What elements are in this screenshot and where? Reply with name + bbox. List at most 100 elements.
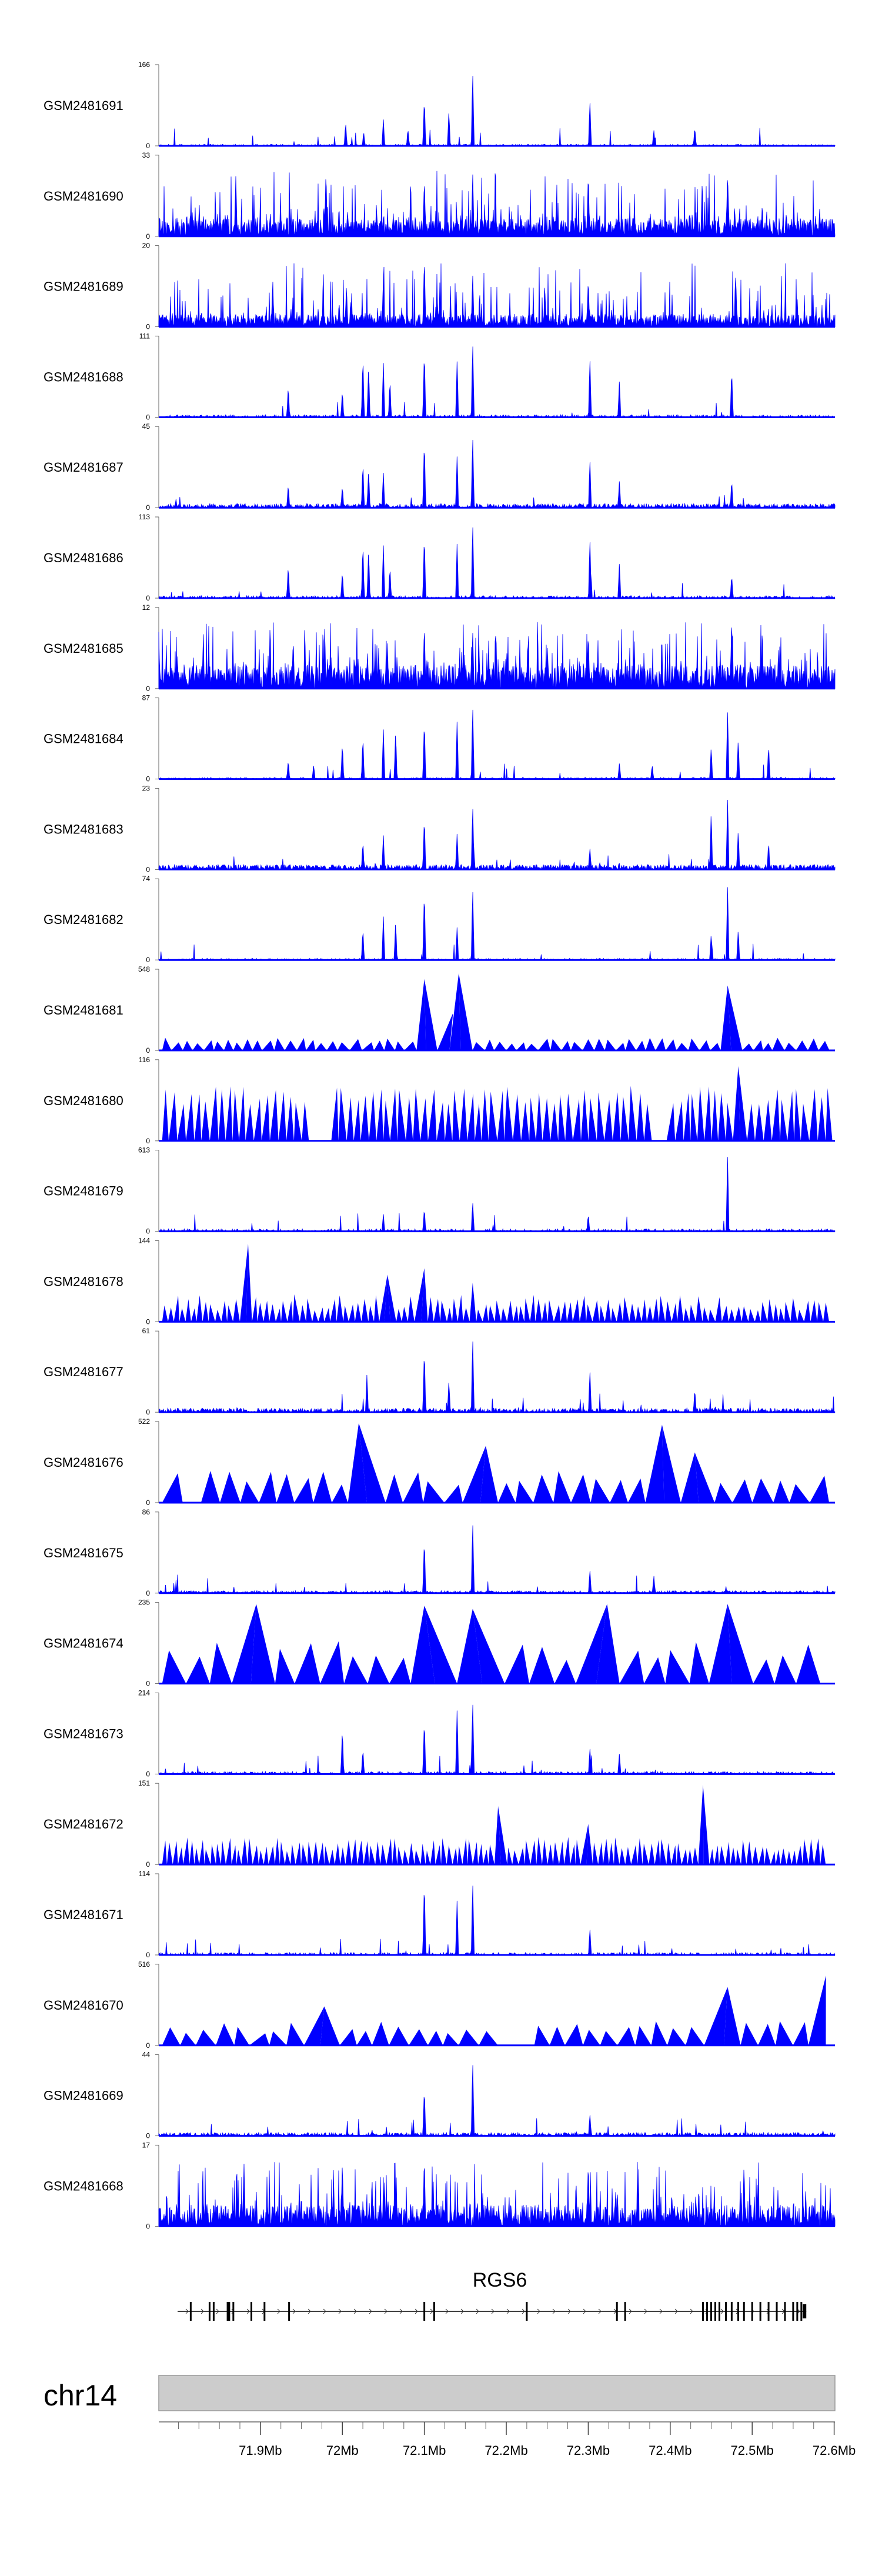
chromosome-band bbox=[158, 2375, 836, 2411]
coverage-segment bbox=[560, 1301, 567, 1322]
coverage-segment bbox=[387, 1274, 396, 1322]
coverage-segment bbox=[702, 1307, 709, 1322]
coverage-segment bbox=[780, 1099, 788, 1141]
coverage-segment bbox=[689, 1304, 696, 1322]
coverage-segment bbox=[817, 1302, 823, 1322]
strand-arrow bbox=[292, 2308, 296, 2314]
x-axis: 71.9Mb 72Mb 72.1Mb 72.2Mb 72.3Mb 72.4Mb 72.5Mb… bbox=[159, 2421, 856, 2458]
coverage-segment bbox=[561, 1041, 571, 1050]
coverage-segment bbox=[779, 1308, 784, 1322]
coverage-segment bbox=[246, 1243, 252, 1322]
coverage-segment bbox=[384, 1274, 390, 1322]
coverage-segment bbox=[475, 1103, 482, 1141]
coverage-segment bbox=[385, 1474, 403, 1503]
coverage-segment bbox=[498, 1483, 516, 1503]
track-label: GSM2481687 bbox=[44, 460, 123, 475]
coverage-segment bbox=[473, 1841, 479, 1865]
coverage-segment bbox=[524, 1298, 530, 1322]
coverage-segment bbox=[666, 1103, 676, 1141]
coverage-segment bbox=[362, 1042, 375, 1050]
y-axis-max-label: 151 bbox=[138, 1779, 150, 1787]
y-axis-max-label: 516 bbox=[138, 1960, 150, 1968]
coverage-segment bbox=[620, 1096, 629, 1141]
coverage-segment bbox=[619, 1650, 644, 1684]
y-axis-max-label: 17 bbox=[142, 2141, 151, 2149]
coverage-segment bbox=[808, 1838, 814, 1865]
coverage-segment bbox=[746, 1841, 753, 1865]
coverage-segment bbox=[644, 1103, 652, 1141]
x-axis-tick-label: 72.5Mb bbox=[731, 2443, 774, 2458]
coverage-segment bbox=[586, 1824, 593, 1865]
coverage-segment bbox=[619, 1848, 626, 1865]
track-label: GSM2481675 bbox=[44, 1546, 123, 1560]
gene-exon bbox=[718, 2302, 720, 2321]
coverage-segment bbox=[547, 1844, 553, 1865]
coverage-segment bbox=[296, 1038, 306, 1050]
coverage-segment bbox=[252, 1297, 258, 1322]
coverage-segment bbox=[710, 1043, 721, 1050]
coverage-segment bbox=[797, 1310, 804, 1322]
coverage-segment bbox=[747, 1103, 755, 1141]
y-axis-max-label: 87 bbox=[142, 694, 151, 702]
coverage-segment bbox=[623, 1297, 630, 1322]
strand-arrow bbox=[246, 2308, 250, 2314]
coverage-segment bbox=[233, 1042, 243, 1050]
coverage-segment bbox=[814, 1838, 821, 1865]
coverage-segment bbox=[596, 1604, 620, 1684]
coverage-segment bbox=[597, 1092, 604, 1141]
coverage-segment bbox=[582, 1039, 594, 1050]
coverage-segment bbox=[524, 1840, 531, 1865]
gene-exon bbox=[800, 2302, 803, 2321]
coverage-segment bbox=[414, 1268, 425, 1322]
coverage-segment bbox=[390, 1089, 397, 1141]
coverage-segment bbox=[374, 1040, 385, 1050]
coverage-segment bbox=[730, 1847, 736, 1865]
coverage-segment bbox=[586, 1304, 593, 1322]
y-axis-min-label: 0 bbox=[146, 503, 150, 512]
coverage-segment bbox=[430, 1840, 436, 1865]
coverage-segment bbox=[162, 1305, 168, 1322]
coverage-segment bbox=[416, 979, 426, 1050]
coverage-segment bbox=[763, 1043, 773, 1050]
coverage-segment bbox=[727, 1604, 753, 1684]
coverage-segment bbox=[518, 1306, 524, 1322]
coverage-segment bbox=[687, 1848, 693, 1865]
coverage-segment bbox=[202, 1302, 209, 1322]
coverage-segment bbox=[481, 1089, 489, 1141]
coverage-segment bbox=[592, 1300, 600, 1322]
strand-arrow bbox=[369, 2308, 372, 2314]
coverage-segment bbox=[263, 1300, 269, 1322]
coverage-segment bbox=[402, 1306, 408, 1322]
coverage-segment bbox=[627, 1478, 646, 1503]
coverage-segment bbox=[699, 1040, 710, 1050]
coverage-segment bbox=[588, 1097, 597, 1141]
coverage-segment bbox=[791, 1850, 797, 1865]
track-GSM2481687: GSM2481687 45 0 bbox=[44, 422, 836, 512]
strand-arrow bbox=[308, 2308, 311, 2314]
coverage-segment bbox=[704, 1086, 712, 1141]
coverage-segment bbox=[191, 1308, 197, 1322]
coverage-segment bbox=[507, 1300, 513, 1322]
coverage-tracks: GSM24816911660GSM2481690330GSM2481689200… bbox=[44, 61, 836, 2230]
coverage-segment bbox=[337, 1042, 350, 1050]
gene-exon bbox=[714, 2302, 716, 2321]
strand-arrow bbox=[674, 2308, 678, 2314]
coverage-segment bbox=[753, 1659, 775, 1684]
gene-model bbox=[178, 2302, 807, 2321]
coverage-segment bbox=[257, 1302, 264, 1322]
coverage-area bbox=[159, 1157, 836, 1232]
track-GSM2481691: GSM2481691 166 0 bbox=[44, 61, 836, 150]
coverage-segment bbox=[424, 1606, 457, 1684]
track-GSM2481690: GSM2481690 33 0 bbox=[44, 151, 836, 241]
coverage-segment bbox=[220, 1840, 226, 1865]
coverage-segment bbox=[189, 1840, 195, 1865]
coverage-segment bbox=[287, 1301, 293, 1322]
coverage-segment bbox=[355, 1303, 362, 1322]
coverage-segment bbox=[232, 1604, 256, 1684]
coverage-segment bbox=[408, 1843, 415, 1865]
track-GSM2481677: GSM2481677 61 0 bbox=[44, 1327, 836, 1416]
coverage-segment bbox=[683, 1307, 690, 1322]
coverage-segment bbox=[194, 1848, 199, 1865]
coverage-segment bbox=[245, 1104, 254, 1141]
coverage-segment bbox=[513, 1094, 522, 1141]
